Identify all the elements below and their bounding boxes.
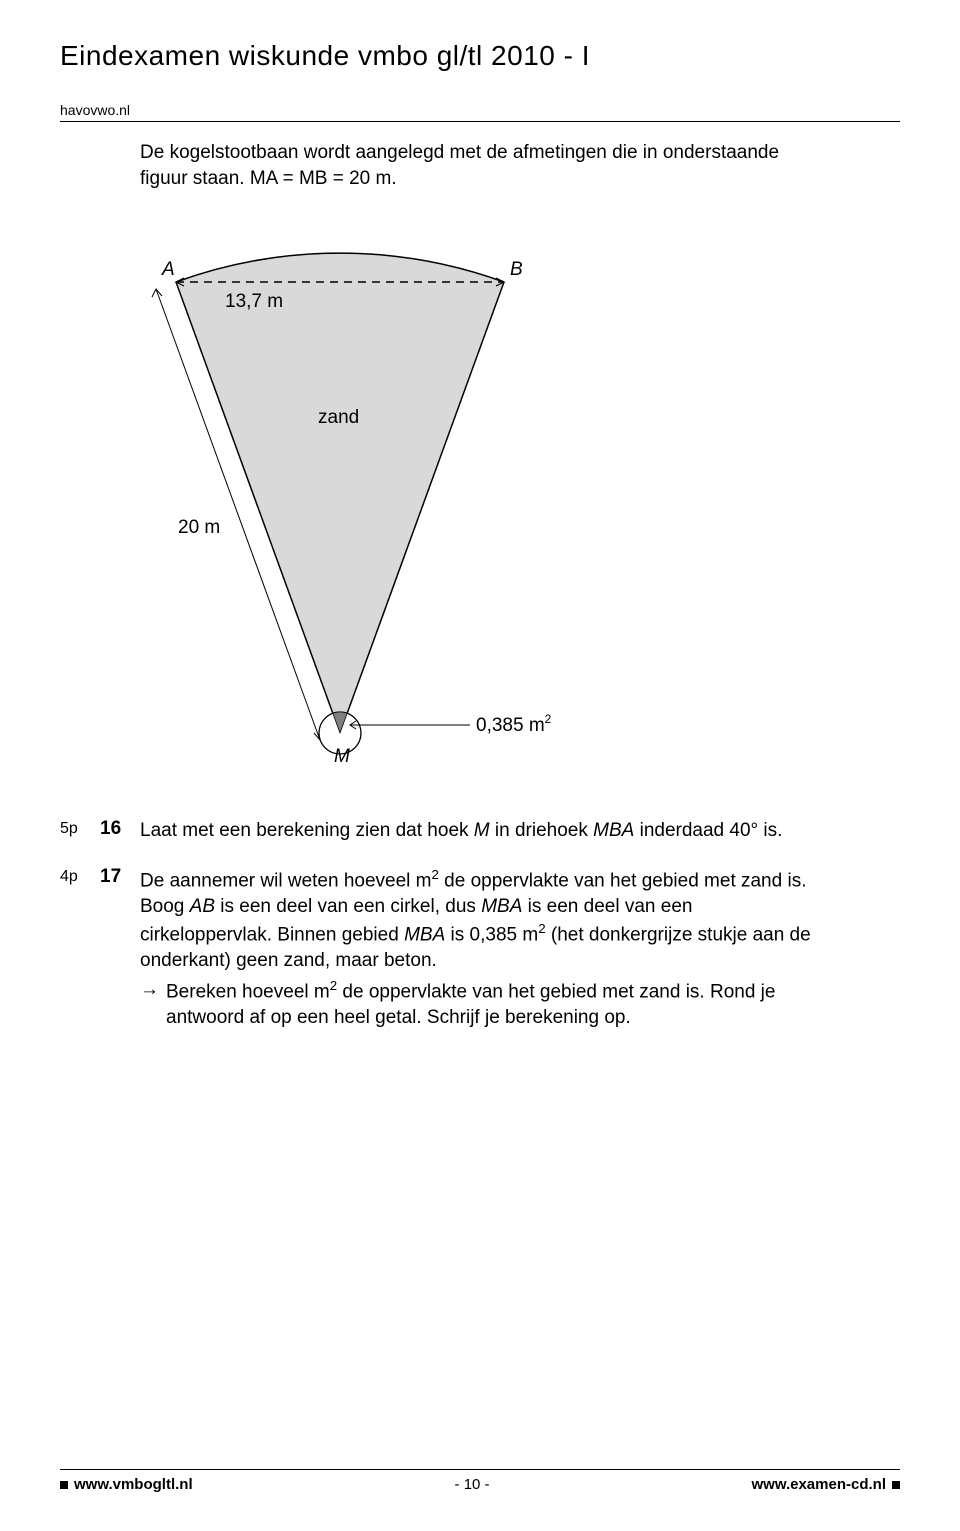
footer-center: - 10 - — [455, 1476, 490, 1493]
site-line: havovwo.nl — [60, 102, 900, 122]
arrow-icon: → — [140, 977, 166, 1003]
q17-arrow-text: Bereken hoeveel m2 de oppervlakte van he… — [166, 977, 900, 1031]
footer-right: www.examen-cd.nl — [752, 1476, 900, 1493]
footer-line: www.vmbogltl.nl - 10 - www.examen-cd.nl — [60, 1469, 900, 1493]
label-chord: 13,7 m — [225, 291, 283, 312]
q16-e: inderdaad 40° is. — [634, 820, 782, 841]
q17-p3a: cirkeloppervlak. Binnen gebied — [140, 924, 404, 945]
q17-p3b: MBA — [404, 924, 445, 945]
q17-p4: onderkant) geen zand, maar beton. — [140, 950, 437, 971]
content-area: De kogelstootbaan wordt aangelegd met de… — [140, 140, 880, 788]
q17-p2d: MBA — [481, 896, 522, 917]
intro-text: De kogelstootbaan wordt aangelegd met de… — [140, 140, 880, 191]
q17-p2e: is een deel van een — [522, 896, 692, 917]
q17-p3d: (het donkergrijze stukje aan de — [546, 924, 811, 945]
exam-title: Eindexamen wiskunde vmbo gl/tl 2010 - I — [60, 40, 900, 72]
q16-points: 5p — [60, 818, 100, 838]
footer-left: www.vmbogltl.nl — [60, 1476, 193, 1493]
q17-p1b: de oppervlakte van het gebied met zand i… — [439, 870, 807, 891]
q16-d: MBA — [593, 820, 634, 841]
page-footer: www.vmbogltl.nl - 10 - www.examen-cd.nl — [0, 1469, 960, 1493]
footer-box-right — [892, 1481, 900, 1489]
question-17-row: 4p 17 De aannemer wil weten hoeveel m2 d… — [60, 866, 900, 1031]
q16-b: M — [474, 820, 490, 841]
q17-points: 4p — [60, 866, 100, 886]
q16-text: Laat met een berekening zien dat hoek M … — [140, 818, 900, 844]
diagram: A B 13,7 m zand 20 m M 0,385 m2 — [140, 203, 880, 788]
label-area: 0,385 m2 — [476, 712, 552, 736]
q16-c: in driehoek — [490, 820, 594, 841]
q17-arrow-sup: 2 — [330, 978, 337, 993]
q17-p2a: Boog — [140, 896, 190, 917]
label-A: A — [161, 259, 175, 280]
q16-a: Laat met een berekening zien dat hoek — [140, 820, 474, 841]
footer-left-text: www.vmbogltl.nl — [74, 1476, 193, 1493]
label-M: M — [334, 746, 350, 767]
q17-p1sup: 2 — [432, 867, 439, 882]
q17-p2c: is een deel van een cirkel, dus — [215, 896, 481, 917]
footer-box-left — [60, 1481, 68, 1489]
question-16-row: 5p 16 Laat met een berekening zien dat h… — [60, 818, 900, 844]
label-B: B — [510, 259, 523, 280]
label-radius: 20 m — [178, 517, 220, 538]
q17-arrow-a: Bereken hoeveel m — [166, 981, 330, 1002]
q17-arrow-b: de oppervlakte van het gebied met zand i… — [337, 981, 775, 1002]
q17-arrow-item: → Bereken hoeveel m2 de oppervlakte van … — [140, 977, 900, 1031]
footer-right-text: www.examen-cd.nl — [752, 1476, 886, 1493]
q16-number: 16 — [100, 818, 140, 840]
page: Eindexamen wiskunde vmbo gl/tl 2010 - I … — [0, 0, 960, 1531]
label-zand: zand — [318, 407, 359, 428]
q17-p1a: De aannemer wil weten hoeveel m — [140, 870, 432, 891]
sector-diagram-svg: A B 13,7 m zand 20 m M 0,385 m2 — [140, 203, 660, 783]
sector-fill — [176, 253, 504, 733]
q17-text: De aannemer wil weten hoeveel m2 de oppe… — [140, 866, 900, 1031]
q17-number: 17 — [100, 866, 140, 888]
intro-line2: figuur staan. MA = MB = 20 m. — [140, 168, 397, 189]
intro-line1: De kogelstootbaan wordt aangelegd met de… — [140, 142, 779, 163]
q17-p2b: AB — [190, 896, 215, 917]
q17-arrow-c: antwoord af op een heel getal. Schrijf j… — [166, 1007, 631, 1028]
q17-p3sup: 2 — [538, 921, 545, 936]
q17-p3c: is 0,385 m — [445, 924, 538, 945]
